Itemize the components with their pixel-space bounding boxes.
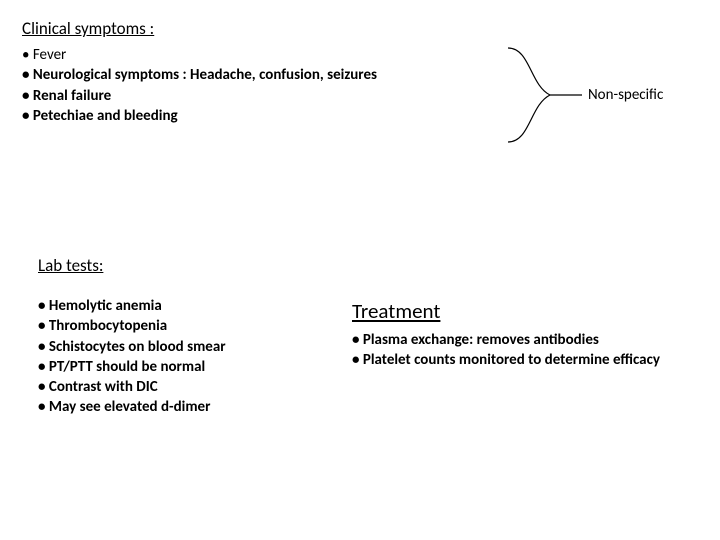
list-item: May see elevated d-dimer (38, 397, 328, 417)
list-item: Plasma exchange: removes antibodies (352, 330, 692, 350)
clinical-list: Fever Neurological symptoms : Headache, … (22, 45, 522, 126)
nonspecific-label: Non-specific (588, 86, 663, 104)
lab-section: Lab tests: Hemolytic anemia Thrombocytop… (38, 255, 328, 418)
list-item: Contrast with DIC (38, 377, 328, 397)
curly-brace-icon (500, 40, 590, 150)
treatment-section: Treatment Plasma exchange: removes antib… (352, 298, 692, 371)
treatment-title: Treatment (352, 298, 692, 324)
clinical-title: Clinical symptoms : (22, 18, 522, 39)
list-item: Thrombocytopenia (38, 316, 328, 336)
list-item: Schistocytes on blood smear (38, 337, 328, 357)
list-item: Platelet counts monitored to determine e… (352, 350, 692, 370)
lab-title: Lab tests: (38, 255, 328, 276)
clinical-section: Clinical symptoms : Fever Neurological s… (22, 18, 522, 126)
lab-list: Hemolytic anemia Thrombocytopenia Schist… (38, 296, 328, 418)
list-item: Petechiae and bleeding (22, 106, 522, 126)
list-item: Hemolytic anemia (38, 296, 328, 316)
list-item: Neurological symptoms : Headache, confus… (22, 65, 522, 85)
treatment-list: Plasma exchange: removes antibodies Plat… (352, 330, 692, 371)
list-item: PT/PTT should be normal (38, 357, 328, 377)
list-item: Fever (22, 45, 522, 65)
list-item: Renal failure (22, 86, 522, 106)
